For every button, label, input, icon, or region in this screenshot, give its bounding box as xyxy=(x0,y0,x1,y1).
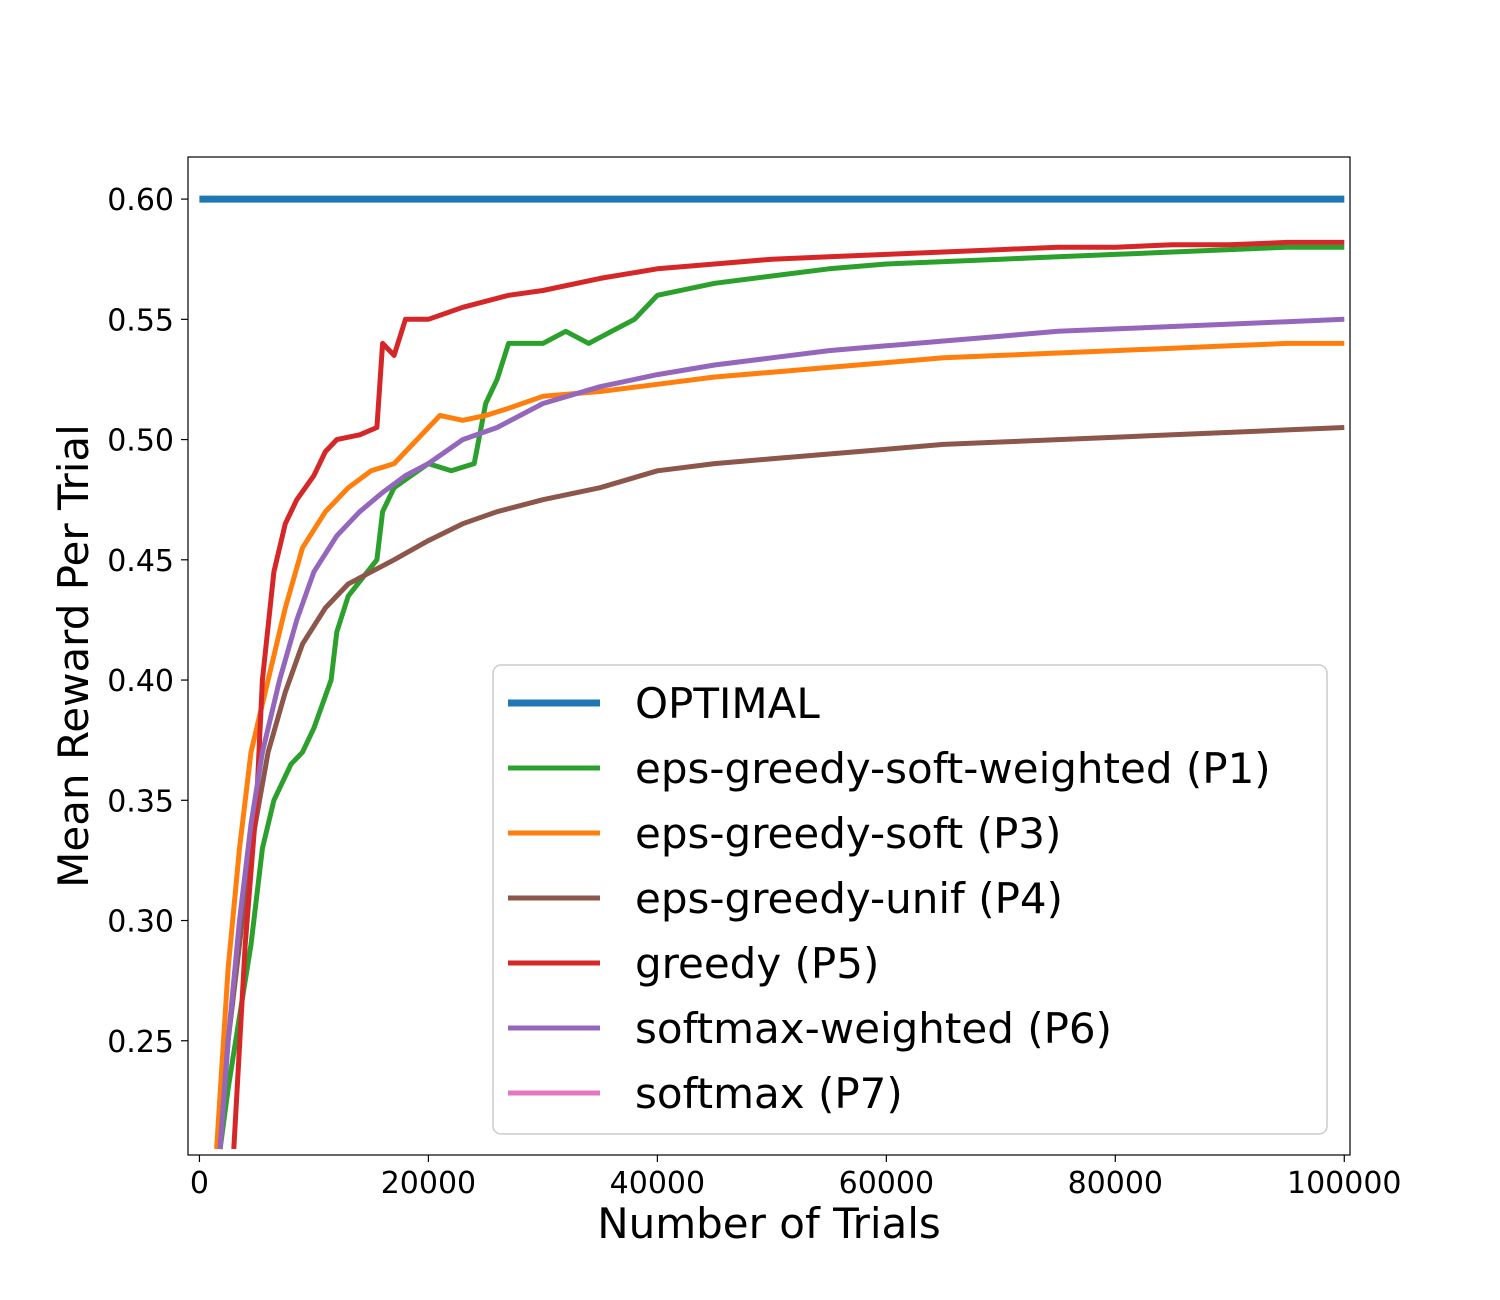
y-tick-label: 0.55 xyxy=(107,303,174,338)
legend-label: eps-greedy-unif (P4) xyxy=(635,874,1063,923)
x-axis-ticks: 0 20000 40000 60000 80000 100000 xyxy=(190,1155,1402,1201)
y-axis-title: Mean Reward Per Trial xyxy=(49,424,98,888)
legend: OPTIMAL eps-greedy-soft-weighted (P1) eps-… xyxy=(492,664,1328,1135)
series-line-4 xyxy=(231,239,1345,1150)
legend-label: OPTIMAL xyxy=(635,679,820,728)
y-tick-label: 0.25 xyxy=(107,1025,174,1060)
legend-box xyxy=(492,664,1328,1135)
x-tick-label: 100000 xyxy=(1287,1166,1402,1201)
legend-label: softmax-weighted (P6) xyxy=(635,1004,1112,1053)
series-line-2 xyxy=(214,340,1345,1150)
series-line-1 xyxy=(217,244,1345,1150)
y-tick-label: 0.35 xyxy=(107,784,174,819)
legend-label: softmax (P7) xyxy=(635,1069,903,1118)
x-axis-title: Number of Trials xyxy=(597,1199,941,1248)
series-line-3 xyxy=(217,425,1345,1150)
x-tick-label: 40000 xyxy=(610,1166,705,1201)
x-tick-label: 0 xyxy=(190,1166,209,1201)
plot-frame xyxy=(187,156,1351,1156)
x-tick-label: 20000 xyxy=(381,1166,476,1201)
series-lines xyxy=(199,195,1345,1150)
legend-label: greedy (P5) xyxy=(635,939,879,988)
y-tick-label: 0.30 xyxy=(107,905,174,940)
x-tick-label: 60000 xyxy=(839,1166,934,1201)
y-tick-label: 0.40 xyxy=(107,664,174,699)
y-axis-ticks: 0.25 0.30 0.35 0.40 0.45 0.50 0.55 0.60 xyxy=(107,183,188,1060)
y-tick-label: 0.45 xyxy=(107,544,174,579)
y-tick-label: 0.50 xyxy=(107,424,174,459)
x-tick-label: 80000 xyxy=(1068,1166,1163,1201)
legend-label: eps-greedy-soft-weighted (P1) xyxy=(635,744,1271,793)
y-tick-label: 0.60 xyxy=(107,183,174,218)
legend-label: eps-greedy-soft (P3) xyxy=(635,809,1061,858)
series-line-5 xyxy=(217,316,1345,1150)
